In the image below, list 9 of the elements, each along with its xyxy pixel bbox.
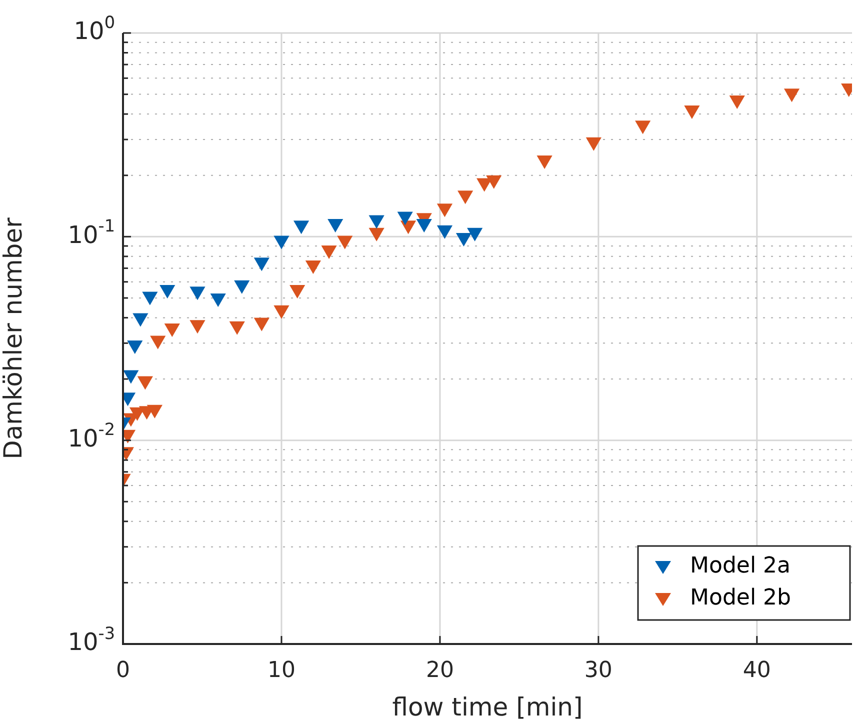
y-axis-title: Damköhler number [0,216,28,460]
x-tick-label: 30 [584,658,612,683]
x-tick-label: 40 [742,658,771,683]
x-tick-label: 0 [116,658,130,683]
legend-label: Model 2b [690,586,792,611]
legend-label: Model 2a [690,554,791,579]
x-axis-title: flow time [min] [392,692,583,722]
x-tick-label: 10 [267,658,296,683]
x-tick-label: 20 [426,658,454,683]
